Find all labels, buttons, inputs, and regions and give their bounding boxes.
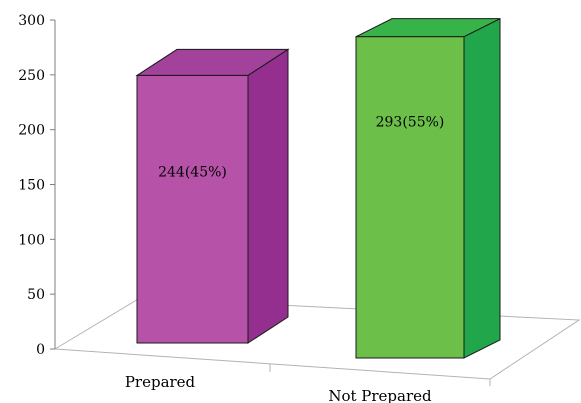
data-label: 244(45%) xyxy=(158,164,227,180)
x-category-label: Prepared xyxy=(125,373,196,391)
chart-floor xyxy=(53,297,581,386)
y-tick-label: 200 xyxy=(18,123,45,139)
y-tick-label: 300 xyxy=(18,13,45,29)
floor-plane xyxy=(53,297,581,380)
bar-top-face xyxy=(135,48,290,76)
y-tick-label: 50 xyxy=(27,287,45,303)
y-axis: 0 50 100 150 200 250 300 xyxy=(18,13,56,358)
bar-prepared xyxy=(135,48,290,344)
y-tick-label: 150 xyxy=(18,178,45,194)
bar-top-face xyxy=(355,18,501,38)
bar-side-face xyxy=(247,48,289,344)
labels-group: 244(45%) Prepared 293(55%) Not Prepared xyxy=(125,115,445,403)
y-tick-label: 0 xyxy=(36,342,45,358)
data-label: 293(55%) xyxy=(376,115,445,131)
x-category-label: Not Prepared xyxy=(328,387,432,403)
bar-side-face xyxy=(463,17,501,359)
bars-group xyxy=(135,17,501,359)
bar-front-face xyxy=(355,36,465,359)
y-tick-label: 100 xyxy=(18,232,45,248)
bar-not-prepared xyxy=(355,17,501,359)
bar-front-face xyxy=(136,74,249,344)
y-tick-label: 250 xyxy=(18,68,45,84)
